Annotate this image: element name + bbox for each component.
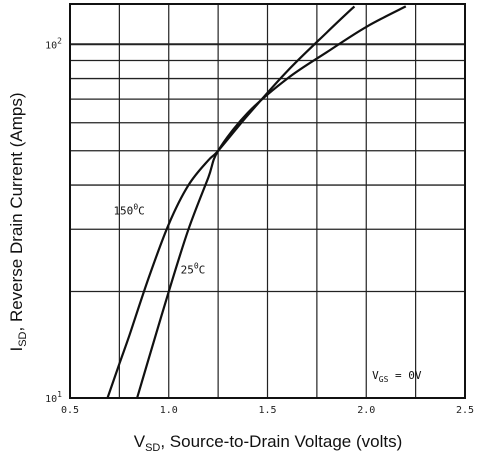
plot-frame: [69, 3, 466, 399]
x-tick-label: 0.5: [61, 405, 79, 416]
y-tick-label: 102: [45, 36, 62, 51]
curves: [106, 5, 407, 399]
x-tick-label: 2.5: [456, 405, 474, 416]
x-tick-label: 1.0: [160, 405, 178, 416]
annotation: VGS = 0V: [372, 369, 422, 384]
annotations: 1500C 250C VGS = 0V: [113, 203, 421, 385]
y-tick-label: 101: [45, 390, 62, 405]
x-tick-label: 1.5: [258, 405, 276, 416]
series-line: [136, 5, 407, 399]
y-axis-label: ISD, Reverse Drain Current (Amps): [7, 92, 29, 351]
x-tick-label: 2.0: [357, 405, 375, 416]
x-axis-label: VSD, Source-to-Drain Voltage (volts): [134, 432, 403, 454]
grid: [70, 4, 465, 398]
tick-labels: 0.5 1.0 1.5 2.0 2.5 101 102: [45, 36, 474, 416]
annotation: 250C: [181, 261, 206, 276]
annotation: 1500C: [113, 203, 144, 218]
series-line: [106, 5, 356, 399]
